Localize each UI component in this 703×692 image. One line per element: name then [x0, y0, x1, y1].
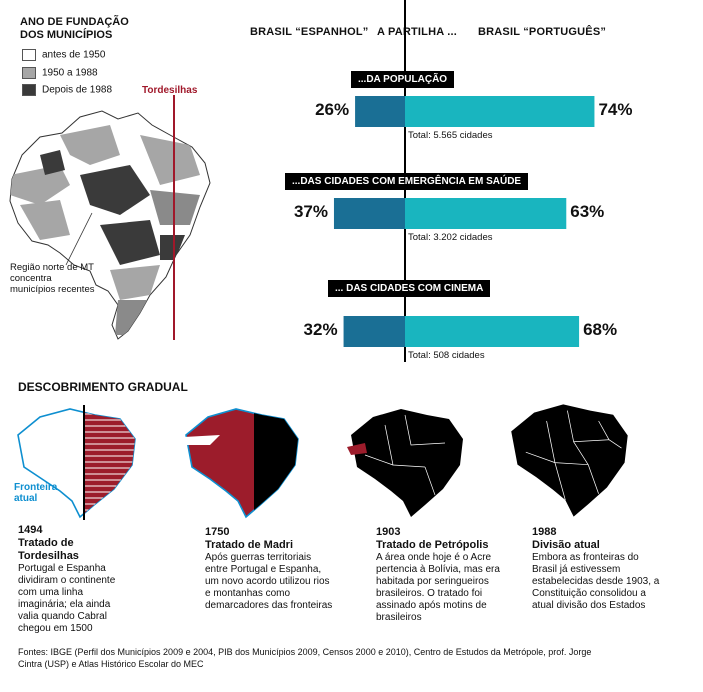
legend-item-before-1950: antes de 1950 — [22, 49, 105, 62]
legend-swatch-grey — [22, 67, 36, 79]
value-label-portugues-0: 74% — [598, 100, 633, 119]
timeline-title: DESCOBRIMENTO GRADUAL — [18, 380, 188, 394]
map-1750-icon — [184, 408, 299, 519]
brazil-municipality-map — [9, 95, 211, 340]
category-label-1: ...DAS CIDADES COM EMERGÊNCIA EM SAÚDE — [285, 173, 529, 190]
header-center: A PARTILHA ... — [377, 26, 457, 38]
total-label-0: Total: 5.565 cidades — [408, 130, 493, 141]
category-label-0: ...DA POPULAÇÃO — [351, 71, 455, 88]
value-label-portugues-2: 68% — [583, 320, 618, 339]
legend-item-after-1988: Depois de 1988 — [22, 84, 112, 97]
category-label-2: ... DAS CIDADES COM CINEMA — [328, 280, 491, 297]
partilha-bar-chart — [333, 0, 595, 362]
legend-item-1950-1988: 1950 a 1988 — [22, 67, 98, 80]
fronteira-label: Fronteira atual — [14, 482, 58, 504]
total-label-2: Total: 508 cidades — [408, 350, 485, 361]
timeline-item-1988: 1988 Divisão atual Embora as fronteiras … — [532, 526, 660, 611]
timeline-item-1903: 1903 Tratado de Petrópolis A área onde h… — [376, 526, 500, 623]
tordesilhas-label: Tordesilhas — [142, 85, 198, 96]
bar-portugues-0 — [405, 96, 595, 127]
bar-portugues-2 — [405, 316, 580, 347]
header-left: BRASIL “ESPANHOL” — [250, 26, 369, 38]
legend-swatch-white — [22, 49, 36, 61]
bar-espanhol-2 — [343, 316, 405, 347]
map-note: Região norte de MT concentra municípios … — [10, 262, 95, 295]
value-label-portugues-1: 63% — [570, 202, 605, 221]
timeline-item-1494: 1494 Tratado de Tordesilhas Portugal e E… — [18, 524, 116, 634]
map-1988-icon — [511, 404, 628, 517]
value-label-espanhol-2: 32% — [303, 320, 338, 339]
bar-portugues-1 — [405, 198, 567, 229]
map-1903-icon — [347, 409, 463, 517]
legend-title: ANO DE FUNDAÇÃO DOS MUNICÍPIOS — [20, 16, 129, 41]
map-1494-icon — [17, 405, 136, 520]
value-label-espanhol-1: 37% — [293, 202, 328, 221]
sources-note: Fontes: IBGE (Perfil dos Municípios 2009… — [18, 647, 592, 669]
header-right: BRASIL “PORTUGUÊS” — [478, 26, 607, 38]
value-label-espanhol-0: 26% — [315, 100, 350, 119]
bar-espanhol-1 — [333, 198, 405, 229]
bar-espanhol-0 — [355, 96, 405, 127]
timeline-item-1750: 1750 Tratado de Madri Após guerras terri… — [205, 526, 333, 611]
legend-swatch-dark — [22, 84, 36, 96]
total-label-1: Total: 3.202 cidades — [408, 232, 493, 243]
